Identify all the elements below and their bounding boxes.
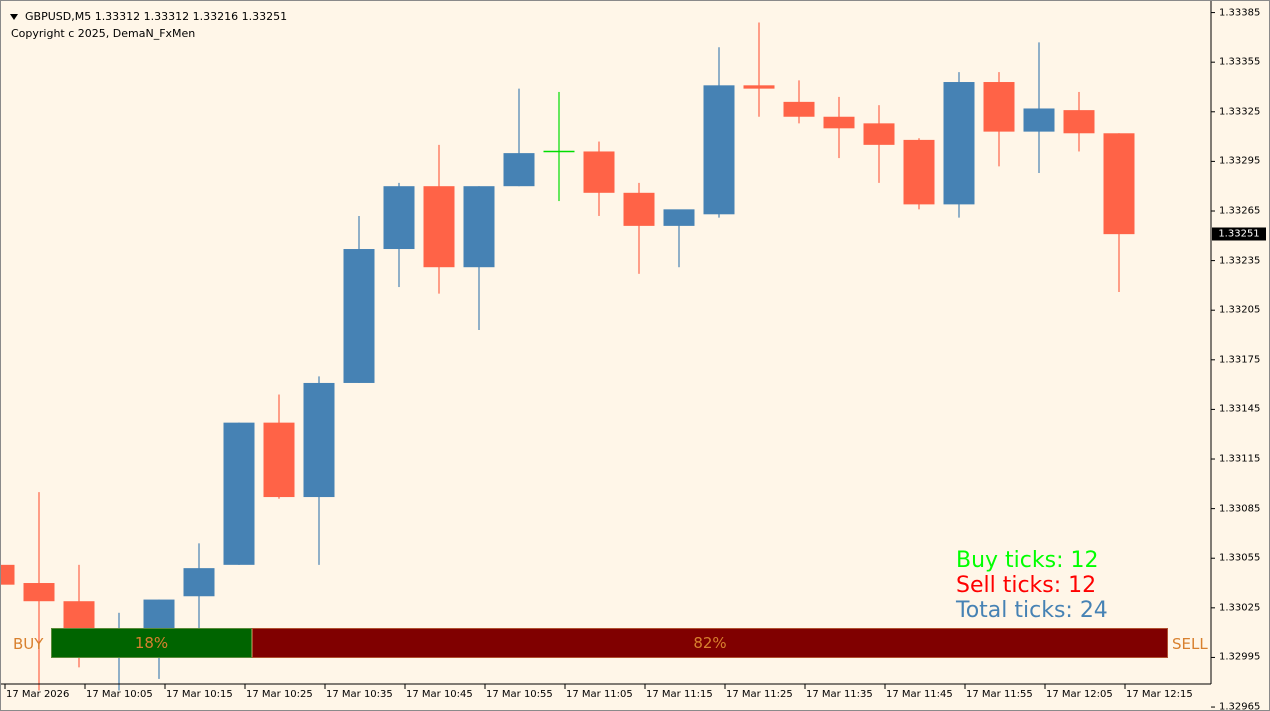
candle-body — [463, 186, 495, 268]
time-tick-label: 17 Mar 10:05 — [86, 689, 153, 700]
price-tick-label: 1.33235 — [1219, 255, 1261, 267]
candle — [583, 141, 615, 216]
candle — [183, 543, 215, 630]
candle-body — [223, 422, 255, 565]
candle — [423, 144, 455, 294]
buy-pressure-bar — [51, 628, 253, 658]
sell-pressure-bar — [252, 628, 1168, 658]
candle-body — [423, 186, 455, 268]
price-tick-label: 1.33115 — [1219, 453, 1261, 465]
time-tick-label: 17 Mar 10:35 — [326, 689, 393, 700]
candle-body — [263, 422, 295, 498]
candle-body — [663, 209, 695, 226]
candle — [543, 91, 575, 202]
candle-body — [903, 139, 935, 205]
time-tick-label: 17 Mar 10:45 — [406, 689, 473, 700]
candle — [783, 80, 815, 124]
candle-body — [983, 82, 1015, 132]
candle — [503, 88, 535, 187]
price-tick-label: 1.33205 — [1219, 304, 1261, 316]
time-tick-label: 17 Mar 10:25 — [246, 689, 313, 700]
time-tick-label: 17 Mar 10:15 — [166, 689, 233, 700]
candle-body — [863, 123, 895, 145]
price-tick-label: 1.33025 — [1219, 602, 1261, 614]
candle — [863, 105, 895, 183]
price-tick-label: 1.33295 — [1219, 155, 1261, 167]
symbol-info-line: GBPUSD,M5 1.33312 1.33312 1.33216 1.3325… — [25, 10, 288, 23]
price-tick-label: 1.33265 — [1219, 205, 1261, 217]
candle-body — [23, 583, 55, 602]
time-tick-label: 17 Mar 11:35 — [806, 689, 873, 700]
time-tick-label: 17 Mar 12:15 — [1126, 689, 1193, 700]
time-tick-label: 17 Mar 11:25 — [726, 689, 793, 700]
candle — [1, 564, 15, 585]
candle — [743, 22, 775, 117]
sell-percent-label: 82% — [693, 634, 727, 652]
candle — [223, 422, 255, 565]
time-tick-label: 17 Mar 11:05 — [566, 689, 633, 700]
candle — [983, 72, 1015, 167]
candle-body — [343, 249, 375, 383]
candle — [383, 182, 415, 288]
price-tick-label: 1.33055 — [1219, 552, 1261, 564]
total-ticks-label: Total ticks: 24 — [956, 598, 1108, 623]
candle-body — [503, 153, 535, 187]
candle — [823, 96, 855, 159]
buy-percent-label: 18% — [134, 634, 169, 652]
candle — [1023, 42, 1055, 173]
candle — [23, 492, 55, 691]
candle-body — [703, 85, 735, 215]
time-tick-label: 17 Mar 11:55 — [966, 689, 1033, 700]
candle-body — [383, 186, 415, 250]
candle — [623, 182, 655, 274]
sell-ticks-label: Sell ticks: 12 — [956, 573, 1097, 598]
candle-body — [583, 151, 615, 193]
price-tick-label: 1.33175 — [1219, 354, 1261, 366]
candle-body — [1023, 108, 1055, 132]
copyright-text: Copyright c 2025, DemaN_FxMen — [11, 27, 196, 40]
current-price-label: 1.33251 — [1212, 227, 1266, 241]
price-tick-label: 1.32995 — [1219, 651, 1261, 663]
candle — [463, 186, 495, 331]
candle-body — [1103, 133, 1135, 235]
candle-body — [1, 564, 15, 585]
candle — [303, 376, 335, 565]
candle-body — [623, 192, 655, 226]
time-tick-label: 17 Mar 12:05 — [1046, 689, 1113, 700]
chart-menu-triangle-icon[interactable] — [10, 14, 18, 20]
time-tick-label: 17 Mar 11:15 — [646, 689, 713, 700]
buy-ticks-label: Buy ticks: 12 — [956, 548, 1099, 573]
candle-body — [783, 101, 815, 117]
candle — [663, 209, 695, 268]
candle — [343, 215, 375, 383]
price-tick-label: 1.33385 — [1219, 7, 1261, 19]
time-tick-label: 17 Mar 11:45 — [886, 689, 953, 700]
candle — [263, 394, 295, 499]
time-tick-label: 17 Mar 10:55 — [486, 689, 553, 700]
candle — [703, 47, 735, 218]
candle — [943, 72, 975, 218]
candle — [903, 138, 935, 210]
price-tick-label: 1.33145 — [1219, 403, 1261, 415]
candle — [1063, 91, 1095, 152]
price-tick-label: 1.33325 — [1219, 106, 1261, 118]
candle-body — [303, 382, 335, 498]
buy-side-label: BUY — [13, 635, 44, 653]
candle — [1103, 133, 1135, 293]
sell-side-label: SELL — [1172, 635, 1208, 653]
price-tick-label: 1.33355 — [1219, 56, 1261, 68]
candle-body — [1063, 110, 1095, 134]
price-tick-label: 1.32965 — [1219, 701, 1261, 711]
price-tick-label: 1.33085 — [1219, 503, 1261, 515]
time-tick-label: 17 Mar 2026 — [6, 689, 70, 700]
candle-body — [823, 116, 855, 129]
candle-body — [743, 85, 775, 89]
candle-body — [183, 568, 215, 597]
candle-body — [943, 82, 975, 205]
